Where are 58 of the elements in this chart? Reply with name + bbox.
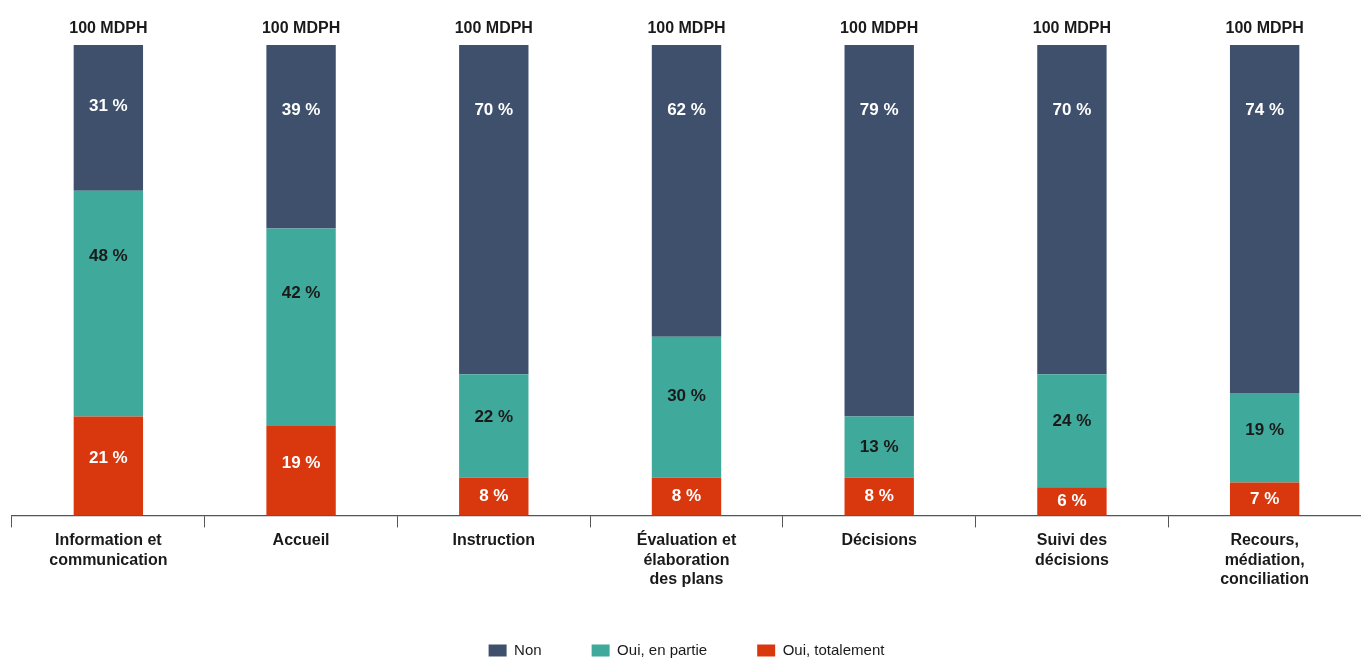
x-tick-label: Instruction	[452, 531, 536, 549]
bar	[844, 45, 914, 417]
data-label: 30 %	[667, 385, 706, 405]
total-label: 100 MDPH	[840, 19, 919, 37]
total-label: 100 MDPH	[454, 19, 533, 37]
data-label: 62 %	[667, 99, 706, 119]
data-label: 22 %	[474, 407, 514, 427]
data-label: 8 %	[479, 486, 509, 506]
data-label: 48 %	[88, 245, 128, 265]
bar	[459, 477, 529, 516]
x-tick-label: Suivi des décisions	[1035, 531, 1109, 568]
x-tick-label: Accueil	[272, 531, 330, 549]
data-label: 70 %	[474, 99, 514, 119]
total-label: 100 MDPH	[1225, 19, 1304, 37]
data-label: 42 %	[281, 283, 321, 303]
x-tick-label: Évaluation et élaboration des plans	[636, 530, 737, 587]
legend-label: Oui, en partie	[617, 640, 708, 658]
bar	[1229, 393, 1300, 483]
bar	[844, 416, 914, 478]
bar	[73, 190, 144, 417]
bar	[266, 45, 336, 229]
data-label: 31 %	[88, 95, 128, 115]
data-label: 70 %	[1052, 99, 1092, 119]
bar	[266, 228, 336, 427]
x-tick-label: Information et communication	[49, 531, 168, 568]
data-label: 6 %	[1057, 490, 1087, 510]
bar	[266, 426, 336, 516]
legend-label: Non	[514, 640, 542, 658]
bar	[844, 477, 914, 516]
bar	[73, 45, 144, 191]
data-label: 19 %	[281, 453, 321, 473]
legend-label: Oui, totalement	[782, 640, 886, 658]
x-tick-label: Recours, médiation, conciliation	[1220, 531, 1310, 587]
data-label: 8 %	[671, 486, 702, 506]
bar	[1229, 482, 1300, 516]
total-label: 100 MDPH	[69, 19, 148, 37]
bar	[1037, 487, 1107, 516]
data-label: 7 %	[1249, 488, 1280, 508]
bar	[651, 45, 722, 337]
data-label: 24 %	[1052, 411, 1092, 431]
data-label: 39 %	[281, 99, 321, 119]
data-label: 19 %	[1245, 420, 1285, 440]
total-label: 100 MDPH	[1032, 19, 1112, 37]
data-label: 8 %	[864, 486, 894, 506]
bar	[1037, 374, 1107, 488]
total-label: 100 MDPH	[647, 19, 726, 37]
bar	[459, 45, 529, 375]
bar	[651, 336, 722, 478]
x-tick-label: Décisions	[841, 531, 918, 549]
data-label: 13 %	[859, 436, 899, 456]
total-label: 100 MDPH	[261, 19, 341, 37]
bar	[73, 416, 144, 516]
data-label: 21 %	[88, 447, 128, 467]
data-label: 74 %	[1245, 99, 1285, 119]
bar	[459, 374, 529, 478]
bar	[1229, 45, 1300, 394]
data-label: 79 %	[859, 99, 899, 119]
bar	[1037, 45, 1107, 375]
